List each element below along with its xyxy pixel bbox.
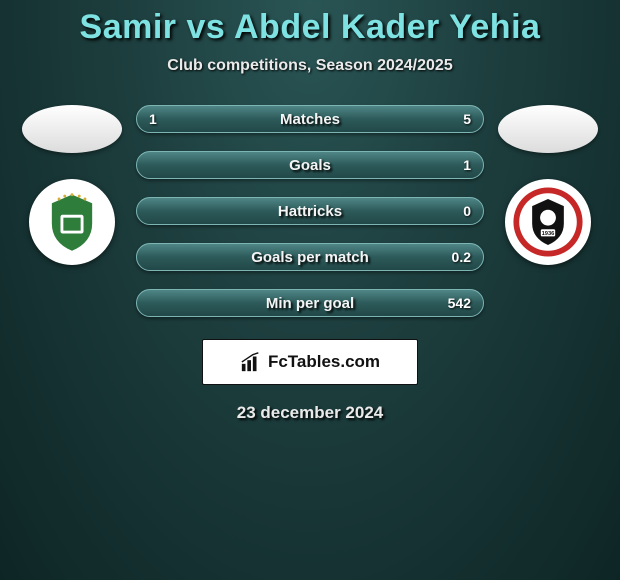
left-side xyxy=(22,105,122,265)
club-crest-left-icon xyxy=(36,186,108,258)
club-logo-right: 1936 xyxy=(505,179,591,265)
stat-row-goals: Goals 1 xyxy=(136,151,484,179)
stat-row-min-per-goal: Min per goal 542 xyxy=(136,289,484,317)
stat-left-value: 1 xyxy=(149,111,183,127)
comparison-row: 1 Matches 5 Goals 1 Hattricks 0 Goals pe… xyxy=(0,105,620,317)
club-crest-right-icon: 1936 xyxy=(512,186,584,258)
right-side: 1936 xyxy=(498,105,598,265)
svg-text:1936: 1936 xyxy=(542,231,555,237)
stat-right-value: 0 xyxy=(437,203,471,219)
brand-text: FcTables.com xyxy=(268,352,380,372)
page-subtitle: Club competitions, Season 2024/2025 xyxy=(0,57,620,75)
stat-right-value: 542 xyxy=(437,295,471,311)
stat-label: Min per goal xyxy=(137,295,483,312)
stat-label: Goals xyxy=(137,157,483,174)
stat-label: Matches xyxy=(137,111,483,128)
date-text: 23 december 2024 xyxy=(0,403,620,423)
stat-row-hattricks: Hattricks 0 xyxy=(136,197,484,225)
stat-row-matches: 1 Matches 5 xyxy=(136,105,484,133)
bar-chart-icon xyxy=(240,351,262,373)
stat-right-value: 1 xyxy=(437,157,471,173)
stat-right-value: 0.2 xyxy=(437,249,471,265)
stats-column: 1 Matches 5 Goals 1 Hattricks 0 Goals pe… xyxy=(136,105,484,317)
stat-row-goals-per-match: Goals per match 0.2 xyxy=(136,243,484,271)
brand-badge: FcTables.com xyxy=(202,339,418,385)
stat-right-value: 5 xyxy=(437,111,471,127)
club-logo-left xyxy=(29,179,115,265)
stat-label: Hattricks xyxy=(137,203,483,220)
player-avatar-right xyxy=(498,105,598,153)
page-title: Samir vs Abdel Kader Yehia xyxy=(0,0,620,47)
player-avatar-left xyxy=(22,105,122,153)
stat-label: Goals per match xyxy=(137,249,483,266)
